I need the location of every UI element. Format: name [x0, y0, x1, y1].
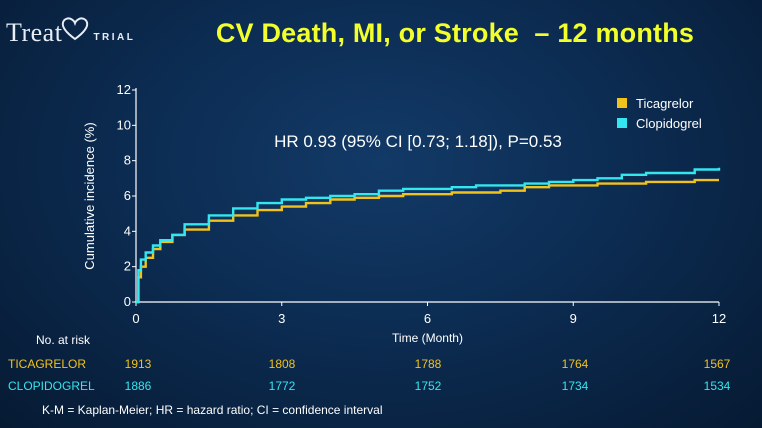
y-tick-label: 10 — [117, 117, 131, 132]
risk-value-clopidogrel-m12: 1534 — [703, 379, 731, 393]
risk-table-title: No. at risk — [36, 333, 91, 347]
y-tick-label: 4 — [124, 223, 131, 238]
logo-wordmark: Treat — [6, 18, 63, 47]
risk-value-ticagrelor-m9: 1764 — [561, 357, 589, 371]
x-tick-label: 9 — [570, 311, 577, 326]
series-line-ticagrelor — [136, 178, 719, 304]
y-tick-label: 12 — [117, 82, 131, 97]
y-tick-label: 0 — [124, 294, 131, 309]
legend-label-clopidogrel: Clopidogrel — [636, 116, 702, 131]
heart-icon — [62, 17, 89, 41]
risk-value-clopidogrel-m3: 1772 — [268, 379, 296, 393]
hr-annotation: HR 0.93 (95% CI [0.73; 1.18]), P=0.53 — [274, 132, 562, 151]
treat-trial-logo: Treat TRIAL — [6, 10, 135, 46]
risk-row-label-clopidogrel: CLOPIDOGREL — [8, 379, 95, 393]
legend-swatch-clopidogrel — [617, 118, 627, 128]
risk-value-ticagrelor-m3: 1808 — [268, 357, 296, 371]
legend-swatch-ticagrelor — [617, 98, 627, 108]
x-tick-label: 3 — [278, 311, 285, 326]
risk-row-label-ticagrelor: TICAGRELOR — [8, 357, 87, 371]
y-tick-label: 2 — [124, 259, 131, 274]
y-tick-label: 6 — [124, 188, 131, 203]
y-axis-label: Cumulative incidence (%) — [82, 122, 97, 269]
risk-value-ticagrelor-m6: 1788 — [414, 357, 442, 371]
series-line-clopidogrel — [136, 167, 721, 304]
risk-value-clopidogrel-m6: 1752 — [414, 379, 442, 393]
risk-value-clopidogrel-m0: 1886 — [124, 379, 152, 393]
logo-subtitle: TRIAL — [93, 32, 136, 43]
footnote: K-M = Kaplan-Meier; HR = hazard ratio; C… — [42, 403, 383, 417]
risk-value-clopidogrel-m9: 1734 — [561, 379, 589, 393]
chart-title: CV Death, MI, or Stroke – 12 months — [215, 18, 695, 48]
x-axis-label: Time (Month) — [392, 331, 463, 345]
risk-value-ticagrelor-m12: 1567 — [703, 357, 731, 371]
risk-value-ticagrelor-m0: 1913 — [124, 357, 152, 371]
x-tick-label: 12 — [712, 311, 726, 326]
legend-label-ticagrelor: Ticagrelor — [636, 96, 694, 111]
y-tick-label: 8 — [124, 153, 131, 168]
x-tick-label: 6 — [424, 311, 431, 326]
x-tick-label: 0 — [132, 311, 139, 326]
